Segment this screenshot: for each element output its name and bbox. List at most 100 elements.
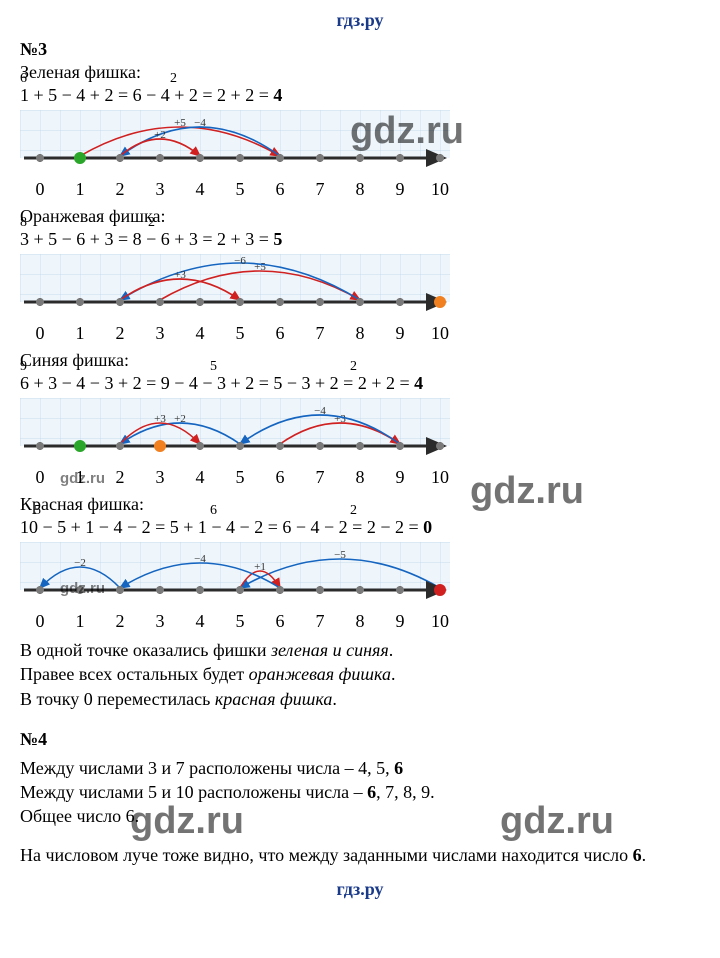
axis-label: 3 bbox=[140, 323, 180, 344]
conclusion: В одной точке оказались фишки зеленая и … bbox=[20, 638, 700, 711]
arc-label: −5 bbox=[334, 549, 346, 561]
axis-label: 5 bbox=[220, 179, 260, 200]
axis-label: 3 bbox=[140, 611, 180, 632]
axis-label: 7 bbox=[300, 467, 340, 488]
axis-label: 2 bbox=[100, 179, 140, 200]
axis-labels: 012345678910 bbox=[20, 467, 450, 488]
axis-label: 1 bbox=[60, 467, 100, 488]
arc-label: +2 bbox=[174, 413, 186, 425]
tick-dot bbox=[396, 154, 404, 162]
axis-label: 9 bbox=[380, 611, 420, 632]
arc-label: +3 bbox=[154, 413, 166, 425]
axis-labels: 012345678910 bbox=[20, 611, 450, 632]
tick-dot bbox=[76, 298, 84, 306]
tick-dot bbox=[396, 298, 404, 306]
chip-label: Красная фишка: bbox=[20, 494, 700, 515]
tick-dot bbox=[436, 154, 444, 162]
tick-dot bbox=[156, 586, 164, 594]
equation: 6 + 3 − 4 − 3 + 2 = 9 − 4 − 3 + 2 = 5 − … bbox=[20, 373, 700, 394]
tick-dot bbox=[36, 442, 44, 450]
tick-dot bbox=[196, 586, 204, 594]
tick-dot bbox=[236, 298, 244, 306]
chip-label: Синяя фишка: bbox=[20, 350, 700, 371]
number-line: −5+1−4−2 bbox=[20, 542, 450, 604]
axis-label: 6 bbox=[260, 323, 300, 344]
chip-dot bbox=[434, 296, 446, 308]
tick-dot bbox=[36, 586, 44, 594]
arc-label: −2 bbox=[74, 557, 86, 569]
axis-labels: 012345678910 bbox=[20, 323, 450, 344]
intermediate-value: 6 bbox=[210, 503, 217, 519]
number-line: +5 −6 +3 bbox=[20, 254, 450, 316]
axis-label: 6 bbox=[260, 467, 300, 488]
axis-label: 4 bbox=[180, 323, 220, 344]
axis-label: 10 bbox=[420, 179, 460, 200]
tick-dot bbox=[116, 586, 124, 594]
tick-dot bbox=[316, 586, 324, 594]
tick-dot bbox=[356, 298, 364, 306]
numline-wrap: +3 −4 +2 +3 012345678910 bbox=[20, 398, 450, 488]
intermediate-value: 5 bbox=[210, 359, 217, 375]
axis-label: 8 bbox=[340, 467, 380, 488]
intermediate-value: 8 bbox=[20, 215, 27, 231]
axis-label: 8 bbox=[340, 323, 380, 344]
tick-dot bbox=[236, 442, 244, 450]
tick-dot bbox=[116, 298, 124, 306]
axis-label: 9 bbox=[380, 179, 420, 200]
axis-label: 0 bbox=[20, 611, 60, 632]
tick-dot bbox=[276, 298, 284, 306]
axis-label: 4 bbox=[180, 467, 220, 488]
intermediate-value: 2 bbox=[350, 359, 357, 375]
arc-label: +2 bbox=[154, 129, 166, 141]
axis-label: 3 bbox=[140, 179, 180, 200]
arc-label: +3 bbox=[334, 413, 346, 425]
axis-label: 8 bbox=[340, 611, 380, 632]
axis-label: 1 bbox=[60, 611, 100, 632]
tick-dot bbox=[76, 586, 84, 594]
tick-dot bbox=[236, 154, 244, 162]
axis-label: 4 bbox=[180, 179, 220, 200]
chip-dot bbox=[434, 584, 446, 596]
tick-dot bbox=[436, 442, 444, 450]
intermediate-value: 6 bbox=[20, 71, 27, 87]
axis-label: 5 bbox=[220, 611, 260, 632]
site-header: гдз.ру bbox=[20, 10, 700, 31]
tick-dot bbox=[196, 154, 204, 162]
task-number: №4 bbox=[20, 729, 700, 750]
numline-wrap: −5+1−4−2012345678910 bbox=[20, 542, 450, 632]
numline-wrap: +5−4+2012345678910 bbox=[20, 110, 450, 200]
tick-dot bbox=[316, 442, 324, 450]
arc-label: +5 bbox=[174, 117, 186, 129]
axis-label: 7 bbox=[300, 611, 340, 632]
axis-label: 5 bbox=[220, 323, 260, 344]
axis-label: 1 bbox=[60, 179, 100, 200]
axis-label: 2 bbox=[100, 611, 140, 632]
chip-dot bbox=[74, 152, 86, 164]
arc-label: −6 bbox=[234, 255, 246, 267]
tick-dot bbox=[356, 442, 364, 450]
task-number: №3 bbox=[20, 39, 700, 60]
tick-dot bbox=[156, 154, 164, 162]
axis-label: 3 bbox=[140, 467, 180, 488]
tick-dot bbox=[316, 154, 324, 162]
arc-label: −4 bbox=[314, 405, 326, 417]
arc-label: −4 bbox=[194, 553, 206, 565]
task4-body: Между числами 3 и 7 расположены числа – … bbox=[20, 756, 700, 829]
axis-label: 0 bbox=[20, 323, 60, 344]
arc-label: −4 bbox=[194, 117, 206, 129]
axis-label: 10 bbox=[420, 323, 460, 344]
equation: 10 − 5 + 1 − 4 − 2 = 5 + 1 − 4 − 2 = 6 −… bbox=[20, 517, 700, 538]
arc-label: +5 bbox=[254, 261, 266, 273]
axis-label: 0 bbox=[20, 179, 60, 200]
number-line: +5 −4 +2 bbox=[20, 110, 450, 172]
arc-label: +3 bbox=[174, 269, 186, 281]
axis-label: 10 bbox=[420, 467, 460, 488]
tick-dot bbox=[116, 154, 124, 162]
tick-dot bbox=[196, 298, 204, 306]
axis-label: 5 bbox=[220, 467, 260, 488]
equation: 3 + 5 − 6 + 3 = 8 − 6 + 3 = 2 + 3 = 582 bbox=[20, 229, 700, 250]
intermediate-value: 9 bbox=[20, 359, 27, 375]
intermediate-value: 2 bbox=[148, 215, 155, 231]
tick-dot bbox=[36, 154, 44, 162]
intermediate-value: 2 bbox=[350, 503, 357, 519]
